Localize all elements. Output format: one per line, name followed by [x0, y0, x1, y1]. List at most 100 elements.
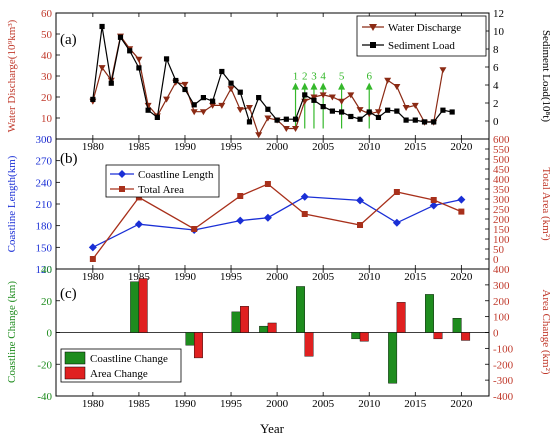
x-tick-label: 2020: [450, 271, 473, 283]
left-tick-label: 10: [41, 113, 53, 125]
right-tick-label: 8: [493, 44, 499, 56]
coastline-change-bar: [231, 311, 241, 333]
left-tick-label: 0: [47, 328, 53, 340]
x-tick-label: 1980: [82, 271, 105, 283]
sediment-load-point: [182, 86, 188, 93]
water-discharge-point: [292, 126, 300, 132]
right-tick-label: 4: [493, 80, 499, 92]
coastline-change-bar: [296, 286, 305, 333]
coastline-length-point: [263, 213, 272, 222]
right-tick-label: 50: [493, 244, 505, 256]
sediment-load-point: [136, 65, 142, 71]
panel-c-label: (c): [60, 286, 77, 302]
x-tick-label: 1995: [220, 271, 243, 283]
coastline-length-point: [457, 195, 466, 204]
total-area-point: [301, 211, 308, 217]
panel-b-legend: Coastline Length Total Area: [105, 164, 220, 198]
panel-c-right-axis-title: Area Change (km²): [540, 289, 550, 374]
total-area-line: [92, 183, 462, 260]
coastline-change-bar: [259, 325, 269, 333]
panel-c-series: [56, 278, 489, 384]
right-tick-label: 2: [493, 98, 499, 110]
left-tick-label: 120: [36, 264, 53, 276]
area-change-bar: [240, 306, 249, 333]
x-tick-label: 2010: [358, 271, 381, 283]
x-tick-label: 2005: [312, 141, 335, 153]
left-tick-label: 50: [41, 29, 53, 41]
left-tick-label: 0: [47, 134, 53, 146]
legend-coastline-length-marker: [118, 170, 126, 178]
panel-c-left-axis-title: Coastline Change (km): [6, 281, 18, 383]
sediment-load-point: [385, 107, 391, 113]
legend-area-change-label: Area Change: [90, 368, 148, 380]
right-tick-label: 0: [493, 328, 499, 340]
right-tick-label: 0: [493, 116, 499, 128]
area-change-bar: [304, 332, 314, 357]
sediment-load-point: [338, 109, 345, 115]
water-discharge-point: [135, 56, 143, 63]
sediment-load-point: [117, 34, 124, 40]
legend-total-area-marker: [119, 186, 125, 192]
legend-coastline-change-label: Coastline Change: [90, 353, 168, 365]
area-change-bar: [461, 332, 471, 341]
water-discharge-point: [310, 94, 318, 101]
water-discharge-point: [218, 102, 226, 109]
sediment-load-point: [265, 106, 271, 112]
sediment-load-point: [200, 95, 207, 101]
panel-b-series: [88, 181, 466, 262]
event-arrow-head: [365, 82, 373, 90]
event-label: 5: [339, 71, 345, 83]
legend-water-discharge-marker: [369, 24, 377, 31]
coastline-length-point: [134, 220, 143, 229]
panel-a-axes: 1980 1985 1990 1995 2000 2005 2010 2015 20200102…: [41, 8, 505, 153]
water-discharge-point: [411, 102, 419, 109]
right-tick-label: 500: [493, 154, 510, 166]
sediment-load-point: [357, 116, 363, 122]
event-label: 1: [293, 71, 299, 83]
x-tick-label: 2000: [266, 141, 289, 153]
right-tick-label: 550: [493, 144, 510, 156]
left-tick-label: 40: [41, 50, 53, 62]
sediment-load-point: [440, 107, 446, 113]
right-tick-label: 150: [493, 224, 510, 236]
event-label: 3: [311, 71, 317, 83]
water-discharge-point: [209, 102, 217, 109]
water-discharge-point: [255, 132, 263, 139]
area-change-bar: [193, 332, 203, 359]
left-tick-label: 60: [41, 8, 53, 20]
x-tick-label: 1985: [128, 398, 151, 410]
legend-coastline-length-label: Coastline Length: [138, 169, 214, 181]
panel-a: 1980 1985 1990 1995 2000 2005 2010 2015 20200102…: [6, 8, 550, 153]
event-label: 4: [320, 71, 326, 83]
legend-sediment-load-label: Sediment Load: [388, 40, 455, 52]
right-tick-label: -200: [493, 359, 514, 371]
x-tick-label: 2000: [266, 398, 289, 410]
sediment-load-point: [90, 96, 96, 102]
right-tick-label: 100: [493, 312, 510, 324]
left-tick-label: 210: [36, 199, 53, 211]
panel-a-left-axis-title: Water Discharge(10⁹km³): [6, 19, 18, 132]
area-change-bar: [267, 322, 277, 333]
water-discharge-point: [199, 109, 207, 116]
sediment-load-point: [163, 56, 170, 62]
water-discharge-point: [356, 107, 364, 114]
sediment-load-point: [127, 48, 133, 54]
total-area-point: [458, 208, 465, 215]
sediment-load-point: [412, 117, 418, 123]
x-tick-label: 1985: [128, 141, 151, 153]
water-discharge-point: [328, 94, 336, 101]
panel-b: 1980 1985 1990 1995 2000 2005 2010 2015 20201201…: [6, 134, 550, 283]
panel-a-label: (a): [60, 32, 77, 48]
area-change-bar: [359, 332, 369, 342]
x-tick-label: 1980: [82, 141, 105, 153]
sediment-load-point: [210, 98, 216, 104]
coastline-length-point: [356, 196, 365, 205]
sediment-load-point: [145, 107, 151, 113]
right-tick-label: 600: [493, 134, 510, 146]
sediment-load-point: [256, 95, 262, 101]
coastline-length-line: [92, 196, 462, 248]
event-arrow-head: [301, 82, 309, 90]
sediment-load-point: [228, 80, 234, 86]
total-area-point: [264, 181, 271, 187]
